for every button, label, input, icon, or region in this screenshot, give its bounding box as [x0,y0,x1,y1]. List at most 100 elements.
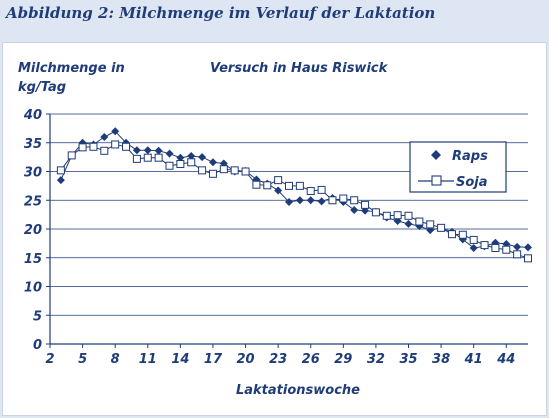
series-markers [56,127,532,263]
point-soja-8 [111,140,120,149]
point-raps-23 [274,186,283,195]
x-tick-label-5: 5 [78,352,87,367]
point-raps-45 [513,242,522,251]
x-tick-label-11: 11 [139,352,157,367]
point-soja-3 [56,166,65,175]
x-tick-label-20: 20 [236,352,254,367]
point-soja-21 [252,180,261,189]
point-soja-25 [295,181,304,190]
point-soja-10 [132,154,141,163]
point-soja-18 [219,165,228,174]
y-tick-label-25: 25 [24,194,42,209]
y-tick-label-40: 40 [23,108,42,123]
y-tick-label-10: 10 [24,281,42,296]
point-raps-12 [154,146,163,155]
point-soja-6 [89,142,98,151]
point-soja-23 [274,176,283,185]
point-raps-27 [317,197,326,206]
y-tick-label-30: 30 [24,166,42,181]
point-soja-4 [67,151,76,160]
point-soja-41 [469,235,478,244]
x-tick-label-35: 35 [399,352,417,367]
point-soja-32 [371,208,380,217]
point-soja-30 [350,196,359,205]
point-raps-14 [176,153,185,162]
y-tick-label-20: 20 [24,223,42,238]
point-soja-28 [328,196,337,205]
point-raps-8 [111,127,120,136]
point-soja-15 [187,158,196,167]
point-raps-25 [295,196,304,205]
point-soja-36 [415,217,424,226]
legend: Raps Soja [409,141,507,193]
point-raps-24 [285,197,293,206]
x-tick-label-29: 29 [334,352,352,367]
point-soja-37 [426,220,435,229]
point-soja-17 [208,169,217,178]
legend-raps-label: Raps [452,149,488,164]
point-soja-35 [404,211,413,220]
y-axis-label-line2: kg/Tag [18,80,66,95]
point-soja-14 [176,160,185,169]
legend-soja-label: Soja [456,175,488,190]
point-soja-26 [306,187,315,196]
x-tick-label-14: 14 [171,352,189,367]
point-soja-13 [165,161,174,170]
point-soja-44 [502,245,511,254]
point-raps-11 [143,146,152,155]
point-raps-46 [524,243,532,252]
x-tick-label-26: 26 [302,352,320,367]
point-raps-26 [306,196,315,205]
point-soja-19 [230,166,239,175]
legend-box [409,141,507,193]
point-raps-7 [100,133,109,141]
point-raps-35 [404,219,413,228]
y-tick-label-0: 0 [33,338,42,353]
point-raps-30 [350,206,359,215]
point-soja-38 [437,223,446,232]
legend-raps-marker [431,150,441,160]
point-soja-45 [513,250,522,259]
y-axis-label-line1: Milchmenge in [18,61,125,76]
x-tick-label-41: 41 [464,352,483,367]
x-tick-label-23: 23 [269,352,287,367]
y-tick-label-5: 5 [33,309,42,324]
point-soja-42 [480,241,489,250]
point-soja-39 [447,230,456,239]
y-tick-labels: 0 5 10 15 20 25 30 35 40 [23,108,42,353]
x-tick-labels: 2 5 8 11 14 17 20 23 26 29 32 35 38 41 44 [45,352,515,367]
point-soja-20 [241,167,250,176]
point-soja-40 [458,230,467,239]
legend-soja-marker [431,175,442,186]
point-soja-7 [100,146,109,155]
point-raps-15 [187,151,196,160]
point-soja-29 [339,194,348,203]
axes [46,113,528,348]
x-tick-label-38: 38 [432,352,450,367]
y-tick-label-15: 15 [24,252,42,267]
x-tick-label-32: 32 [367,352,385,367]
point-soja-31 [361,200,370,209]
point-soja-34 [393,211,402,220]
chart-title: Versuch in Haus Riswick [210,61,389,76]
x-tick-label-44: 44 [496,352,515,367]
x-tick-label-17: 17 [204,352,223,367]
point-soja-12 [154,153,163,162]
point-soja-27 [317,185,326,194]
point-soja-46 [524,254,532,263]
x-tick-label-8: 8 [111,352,120,367]
point-soja-43 [491,243,500,252]
figure-title: Abbildung 2: Milchmenge im Verlauf der L… [6,4,436,22]
point-raps-10 [132,146,141,155]
point-soja-5 [78,143,87,152]
x-axis-label: Laktationswoche [236,383,360,398]
point-soja-22 [263,181,272,190]
x-tick-label-2: 2 [45,352,54,367]
point-soja-9 [122,142,131,151]
point-raps-16 [198,153,207,162]
point-soja-16 [198,166,207,175]
point-raps-41 [469,243,478,252]
point-soja-33 [382,211,391,220]
point-soja-11 [143,153,152,162]
